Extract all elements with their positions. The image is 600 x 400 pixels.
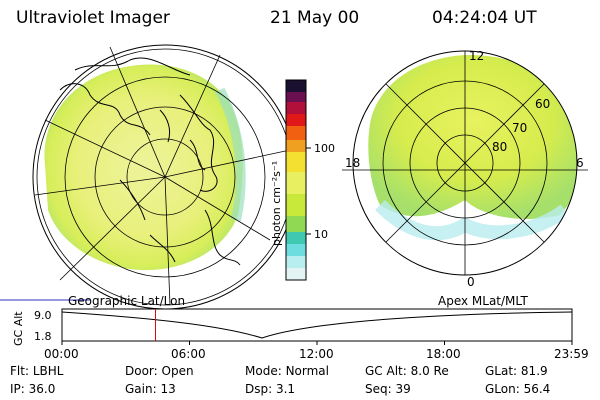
left-aurora-image <box>44 64 243 271</box>
status-glat: GLat: 81.9 <box>485 364 548 378</box>
timeline-xtick: 12:00 <box>299 347 334 361</box>
mlt-label-18: 18 <box>345 156 360 170</box>
colorbar-unit-label: photon cm⁻²s⁻¹ <box>270 161 283 246</box>
time-label: 04:24:04 UT <box>432 8 537 28</box>
timeline-xtick: 00:00 <box>44 347 79 361</box>
colorbar-tick-10: 10 <box>314 228 328 241</box>
altitude-timeline <box>61 308 573 345</box>
mlat-label-70: 70 <box>512 121 527 135</box>
status-glon: GLon: 56.4 <box>485 382 551 396</box>
timeline-ylabel: GC Alt <box>12 311 25 346</box>
mlt-label-0: 0 <box>467 275 475 289</box>
status-mode: Mode: Normal <box>245 364 329 378</box>
apex-title: Apex MLat/MLT <box>438 294 528 308</box>
status-filter: Flt: LBHL <box>10 364 64 378</box>
timeline-xtick: 18:00 <box>426 347 461 361</box>
timeline-ytick-min: 1.8 <box>34 330 52 343</box>
mlat-label-80: 80 <box>492 140 507 154</box>
status-ip: IP: 36.0 <box>10 382 56 396</box>
timeline-ytick-max: 9.0 <box>34 309 52 322</box>
mlat-label-60: 60 <box>535 97 550 111</box>
apex-map <box>342 50 588 276</box>
status-gc-alt: GC Alt: 8.0 Re <box>365 364 449 378</box>
timeline-xtick: 23:59 <box>554 347 589 361</box>
status-gain: Gain: 13 <box>125 382 176 396</box>
date-label: 21 May 00 <box>270 8 360 28</box>
geographic-title: Geographic Lat/Lon <box>68 294 185 308</box>
mlt-label-12: 12 <box>469 49 484 63</box>
status-door: Door: Open <box>125 364 194 378</box>
colorbar-tick-100: 100 <box>314 142 335 155</box>
timeline-xtick: 06:00 <box>171 347 206 361</box>
status-dsp: Dsp: 3.1 <box>245 382 296 396</box>
status-seq: Seq: 39 <box>365 382 411 396</box>
geographic-map <box>0 44 298 310</box>
instrument-title: Ultraviolet Imager <box>16 8 170 28</box>
mlt-label-6: 6 <box>576 156 584 170</box>
color-bar <box>285 79 311 281</box>
